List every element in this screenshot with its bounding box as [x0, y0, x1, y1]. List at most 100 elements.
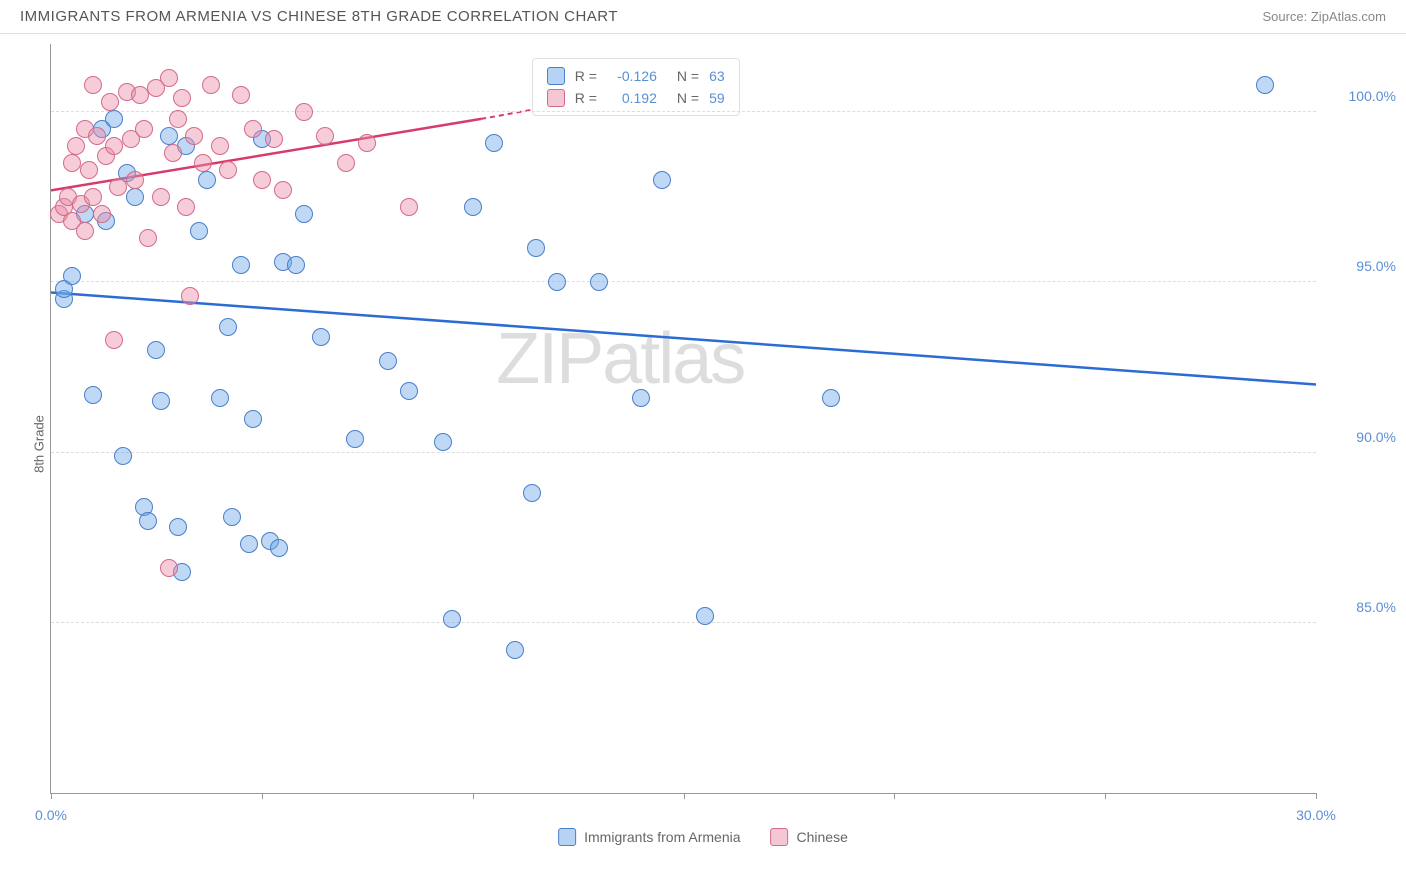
r-label: R = — [575, 68, 597, 84]
data-point — [169, 110, 187, 128]
data-point — [135, 120, 153, 138]
n-label: N = — [677, 68, 699, 84]
r-value: -0.126 — [607, 68, 657, 84]
data-point — [181, 287, 199, 305]
data-point — [590, 273, 608, 291]
data-point — [88, 127, 106, 145]
data-point — [253, 171, 271, 189]
chart-source: Source: ZipAtlas.com — [1262, 9, 1386, 24]
data-point — [76, 222, 94, 240]
n-value: 59 — [709, 90, 725, 106]
gridline — [51, 452, 1316, 453]
data-point — [358, 134, 376, 152]
data-point — [548, 273, 566, 291]
data-point — [63, 154, 81, 172]
data-point — [190, 222, 208, 240]
data-point — [295, 205, 313, 223]
data-point — [232, 86, 250, 104]
data-point — [379, 352, 397, 370]
x-tick — [684, 793, 685, 799]
data-point — [523, 484, 541, 502]
data-point — [131, 86, 149, 104]
data-point — [696, 607, 714, 625]
legend-label: Immigrants from Armenia — [584, 829, 740, 845]
data-point — [244, 120, 262, 138]
gridline — [51, 622, 1316, 623]
data-point — [443, 610, 461, 628]
x-tick — [1316, 793, 1317, 799]
data-point — [105, 137, 123, 155]
x-tick-label: 30.0% — [1296, 807, 1336, 823]
r-label: R = — [575, 90, 597, 106]
legend-label: Chinese — [797, 829, 848, 845]
data-point — [527, 239, 545, 257]
data-point — [240, 535, 258, 553]
data-point — [80, 161, 98, 179]
legend-item: Immigrants from Armenia — [558, 828, 740, 846]
data-point — [219, 318, 237, 336]
legend-swatch — [771, 828, 789, 846]
series-swatch — [547, 67, 565, 85]
data-point — [223, 508, 241, 526]
data-point — [198, 171, 216, 189]
data-point — [653, 171, 671, 189]
data-point — [126, 171, 144, 189]
data-point — [219, 161, 237, 179]
data-point — [232, 256, 250, 274]
x-tick — [473, 793, 474, 799]
data-point — [211, 137, 229, 155]
x-tick — [262, 793, 263, 799]
y-tick-label: 90.0% — [1326, 429, 1396, 445]
data-point — [270, 539, 288, 557]
data-point — [84, 188, 102, 206]
data-point — [287, 256, 305, 274]
data-point — [160, 127, 178, 145]
watermark: ZIPatlas — [496, 318, 744, 400]
data-point — [265, 130, 283, 148]
plot-area: ZIPatlas R =-0.126N =63R =0.192N =59 85.… — [50, 44, 1316, 794]
data-point — [173, 89, 191, 107]
stats-row: R = 0.192 N = 59 — [547, 87, 725, 109]
data-point — [485, 134, 503, 152]
r-value: 0.192 — [607, 90, 657, 106]
data-point — [67, 137, 85, 155]
data-point — [147, 341, 165, 359]
n-value: 63 — [709, 68, 725, 84]
gridline — [51, 281, 1316, 282]
data-point — [105, 331, 123, 349]
data-point — [1256, 76, 1274, 94]
data-point — [274, 181, 292, 199]
data-point — [139, 512, 157, 530]
data-point — [177, 198, 195, 216]
n-label: N = — [677, 90, 699, 106]
data-point — [312, 328, 330, 346]
stats-box: R = -0.126 N = 63 R = 0.192 N = 59 — [532, 58, 740, 116]
chart-title: IMMIGRANTS FROM ARMENIA VS CHINESE 8TH G… — [20, 8, 618, 25]
legend: Immigrants from Armenia Chinese — [558, 828, 848, 846]
data-point — [244, 410, 262, 428]
data-point — [434, 433, 452, 451]
data-point — [211, 389, 229, 407]
data-point — [295, 103, 313, 121]
data-point — [109, 178, 127, 196]
x-tick — [51, 793, 52, 799]
y-axis-label: 8th Grade — [31, 415, 46, 473]
legend-item: Chinese — [771, 828, 848, 846]
data-point — [105, 110, 123, 128]
data-point — [185, 127, 203, 145]
data-point — [84, 386, 102, 404]
data-point — [63, 267, 81, 285]
chart-container: 8th Grade ZIPatlas R = -0.126 N = 63 R = 0.19… — [0, 34, 1406, 854]
data-point — [164, 144, 182, 162]
chart-header: IMMIGRANTS FROM ARMENIA VS CHINESE 8TH G… — [0, 0, 1406, 34]
legend-swatch — [558, 828, 576, 846]
data-point — [114, 447, 132, 465]
stats-row: R = -0.126 N = 63 — [547, 65, 725, 87]
data-point — [93, 205, 111, 223]
data-point — [169, 518, 187, 536]
x-tick-label: 0.0% — [35, 807, 67, 823]
data-point — [346, 430, 364, 448]
data-point — [822, 389, 840, 407]
gridline — [51, 111, 1316, 112]
data-point — [84, 76, 102, 94]
